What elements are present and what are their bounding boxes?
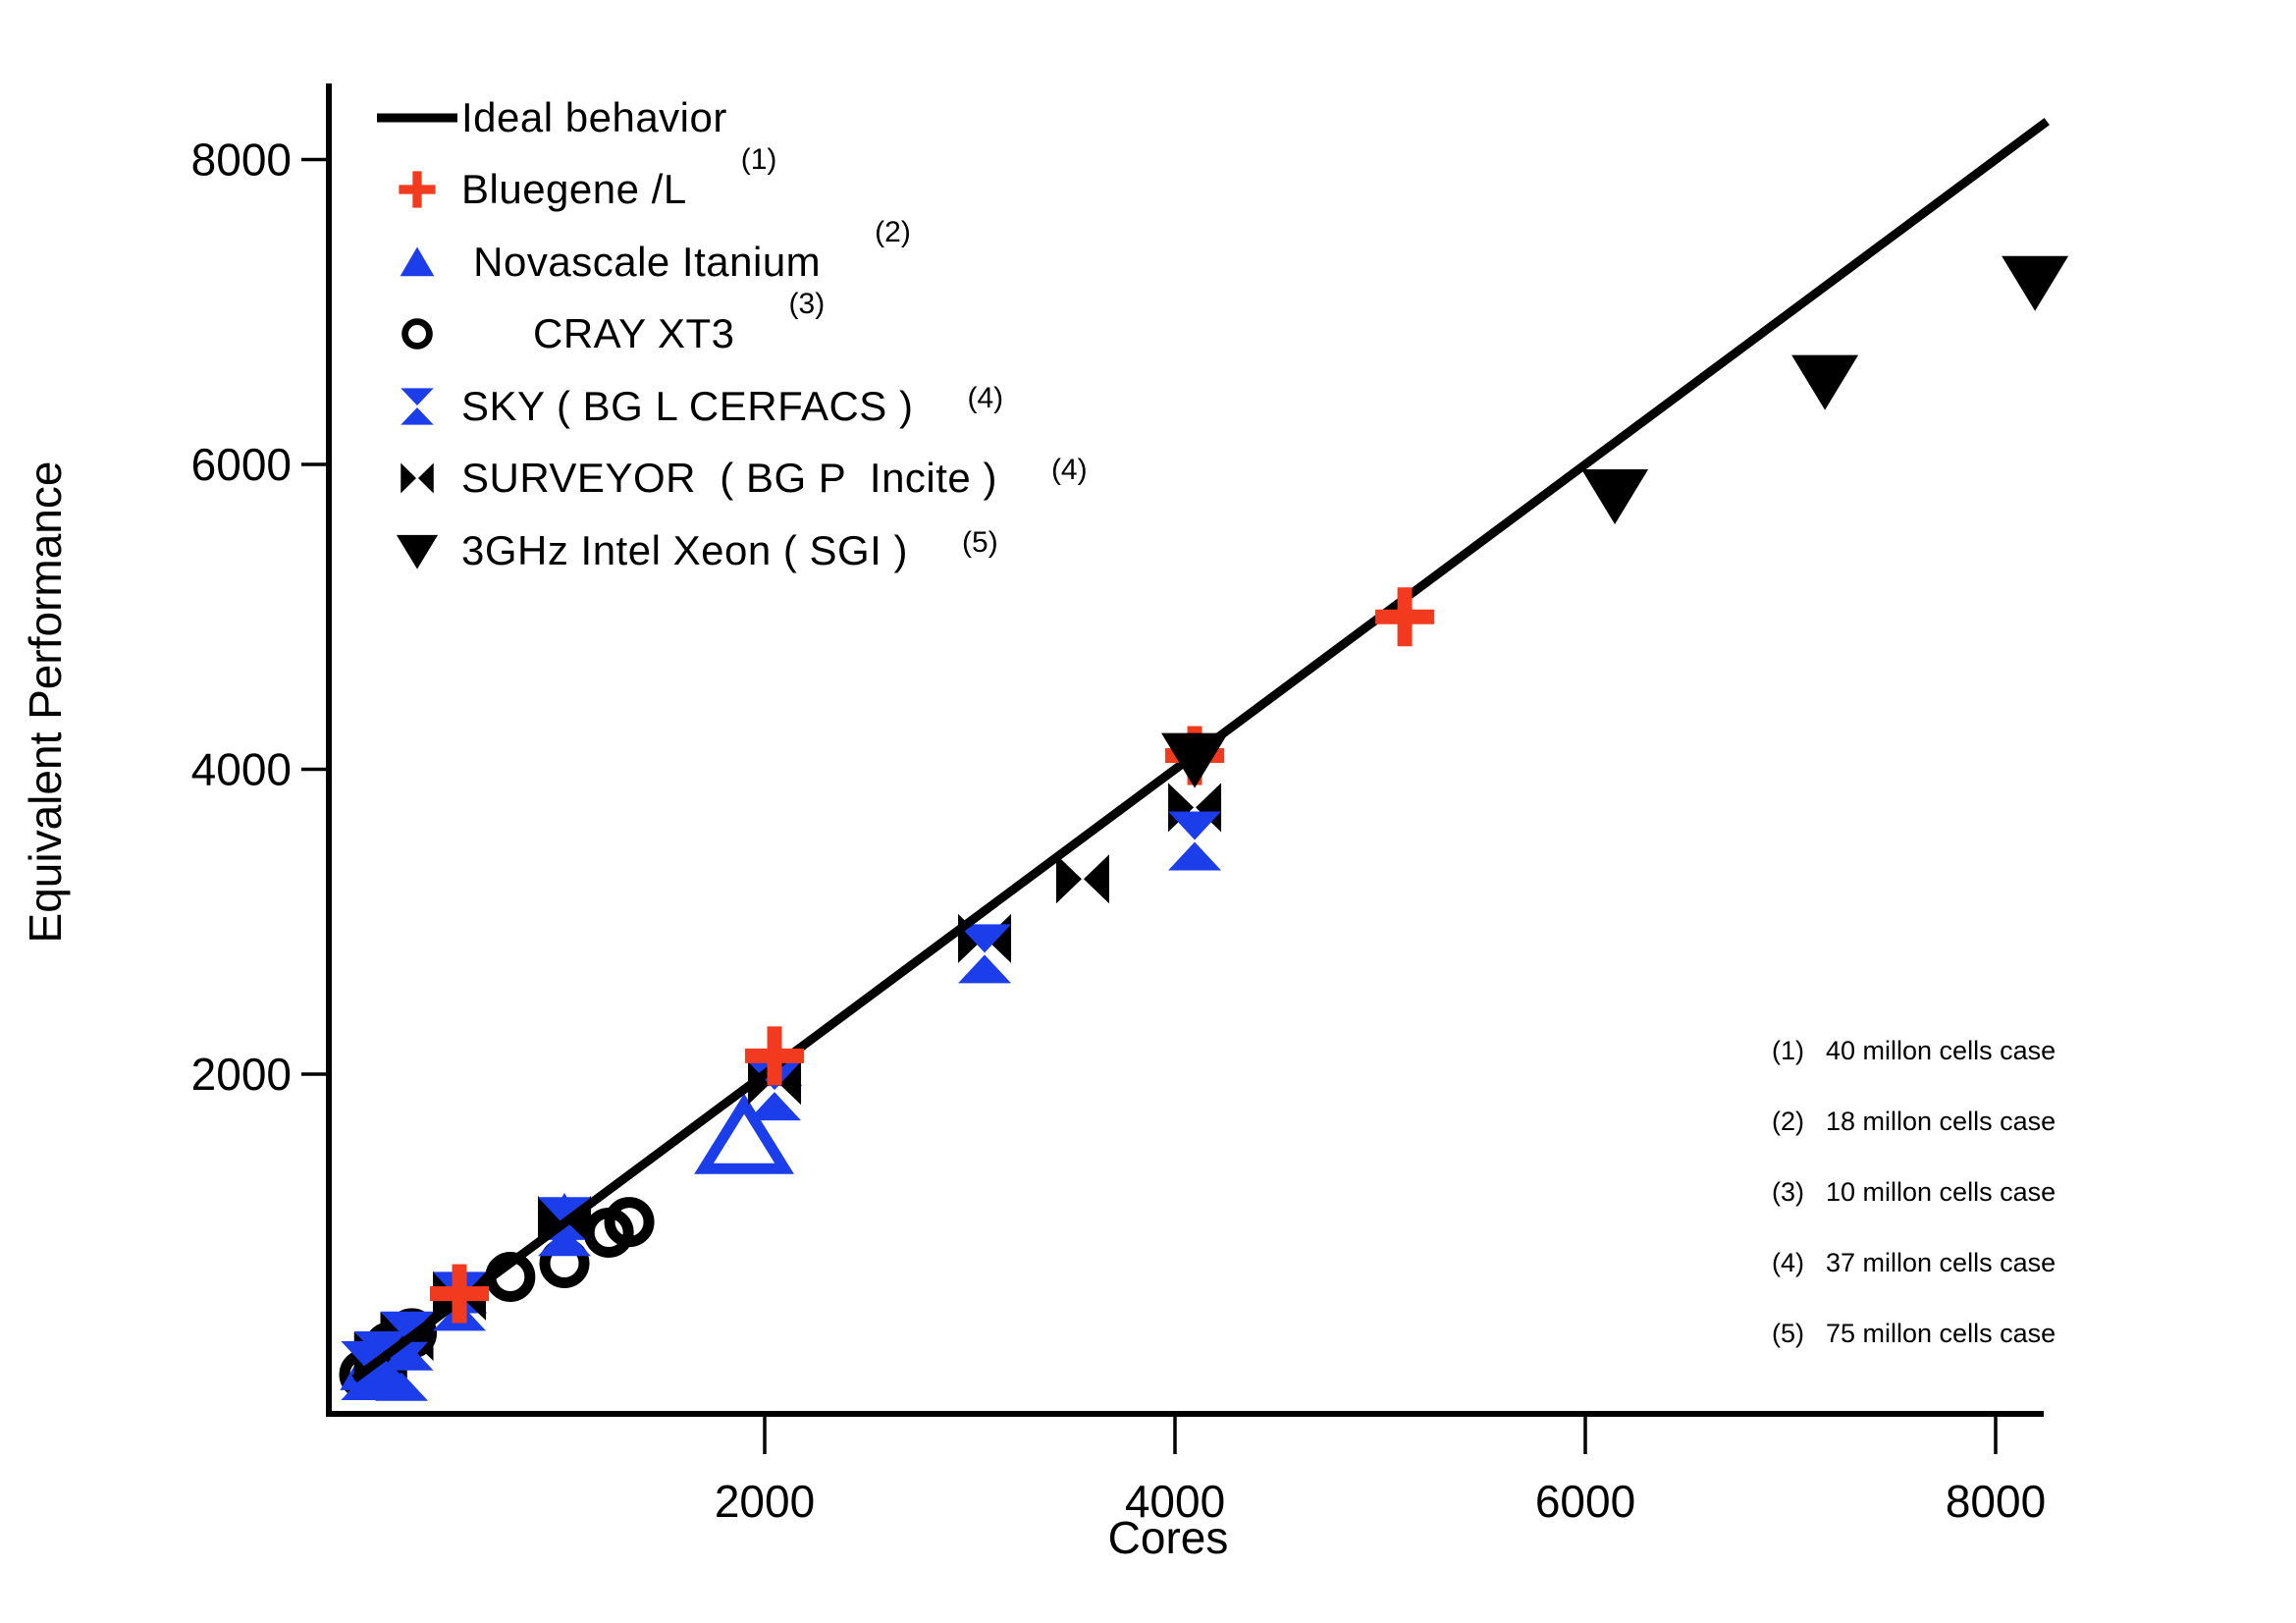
footnote-text: 10 millon cells case: [1826, 1176, 2056, 1207]
legend-marker-triangle-up: [400, 246, 435, 277]
footnote-5: (5) 75 millon cells case: [1772, 1298, 2056, 1369]
x-tick: [763, 1417, 767, 1454]
x-tick: [1583, 1417, 1587, 1454]
legend-label: SURVEYOR ( BG P Incite ): [461, 455, 997, 502]
footnote-label: (2): [1772, 1106, 1804, 1136]
data-markers: [339, 118, 2069, 1401]
marker-open-circle: [604, 1197, 655, 1248]
legend-footnote-ref: (1): [740, 143, 777, 177]
marker-bowtie: [958, 913, 1012, 963]
legend-marker-plus: [399, 171, 436, 208]
x-axis-line: [326, 1411, 2044, 1417]
footnote-label: (3): [1772, 1176, 1804, 1207]
footnote-text: 18 millon cells case: [1826, 1106, 2056, 1136]
x-axis-title: Cores: [1108, 1512, 1229, 1563]
marker-triangle-down: [1581, 469, 1649, 525]
legend-item-cray-xt3: CRAY XT3 (3): [373, 288, 1088, 371]
legend-marker-triangle-down: [396, 534, 439, 569]
legend-label: Bluegene /L: [461, 166, 687, 213]
footnote-text: 40 millon cells case: [1826, 1035, 2056, 1065]
legend: Ideal behavior Bluegene /L (1) Novascale I…: [373, 81, 1088, 587]
marker-hourglass: [538, 1197, 592, 1257]
footnote-label: (4): [1772, 1247, 1804, 1277]
footnote-4: (4) 37 millon cells case: [1772, 1227, 2056, 1298]
axis-text: Equivalent Performance Cores 2000 4000 600…: [20, 135, 2046, 1564]
y-tick-label: 6000: [191, 439, 292, 490]
marker-bowtie: [1055, 854, 1109, 904]
marker-bowtie: [400, 462, 434, 494]
x-tick: [1994, 1417, 1998, 1454]
legend-item-sky-bg-l-cerfacs: SKY ( BG L CERFACS ) (4): [373, 370, 1088, 443]
x-tick: [1173, 1417, 1177, 1454]
y-tick-label: 2000: [191, 1049, 292, 1100]
y-tick-label: 4000: [191, 744, 292, 795]
marker-plus: [745, 1026, 805, 1086]
legend-label: CRAY XT3: [461, 310, 735, 357]
legend-item-3ghz-intel-xeon-sgi: 3GHz Intel Xeon ( SGI ) (5): [373, 514, 1088, 587]
legend-marker-open-circle: [401, 318, 433, 351]
y-tick: [301, 157, 329, 162]
y-tick-label: 8000: [191, 135, 292, 186]
y-tick: [301, 1072, 329, 1076]
legend-label: Novascale Itanium: [461, 238, 822, 285]
legend-marker-bowtie: [400, 462, 434, 494]
marker-plus: [1375, 587, 1435, 647]
marker-bowtie: [538, 1196, 592, 1246]
legend-footnote-ref: (2): [875, 215, 911, 248]
marker-hourglass: [400, 388, 434, 425]
footnote-label: (5): [1772, 1318, 1804, 1348]
footnote-text: 75 millon cells case: [1826, 1318, 2056, 1348]
marker-triangle-up: [400, 246, 435, 277]
marker-plus: [399, 171, 436, 208]
footnote-1: (1) 40 millon cells case: [1772, 1015, 2056, 1086]
marker-triangle-down: [396, 534, 439, 569]
footnote-3: (3) 10 millon cells case: [1772, 1157, 2056, 1227]
marker-hourglass: [958, 924, 1012, 984]
legend-item-surveyor-bg-p-incite: SURVEYOR ( BG P Incite ) (4): [373, 443, 1088, 515]
marker-hourglass: [1168, 811, 1222, 871]
legend-footnote-ref: (4): [967, 381, 1004, 414]
legend-footnote-ref: (5): [962, 525, 998, 559]
x-tick-label: 8000: [1946, 1476, 2046, 1527]
y-tick: [301, 767, 329, 772]
legend-footnote-ref: (4): [1050, 454, 1088, 487]
marker-hourglass: [380, 1311, 434, 1371]
footnote-2: (2) 18 millon cells case: [1772, 1086, 2056, 1157]
y-axis-title: Equivalent Performance: [20, 461, 71, 944]
footnote-text: 37 millon cells case: [1826, 1247, 2056, 1277]
y-axis-line: [326, 83, 332, 1417]
legend-label: 3GHz Intel Xeon ( SGI ): [461, 526, 909, 573]
marker-triangle-up-open: [694, 1093, 794, 1174]
footnote-label: (1): [1772, 1035, 1804, 1065]
marker-plus: [430, 1264, 490, 1324]
footnotes: (1) 40 millon cells case (2) 18 millon cell…: [1772, 1015, 2056, 1369]
legend-item-bluegene-l: Bluegene /L (1): [373, 143, 1088, 227]
legend-marker-hourglass: [400, 388, 434, 425]
x-tick-label: 4000: [1125, 1476, 1225, 1527]
marker-open-circle: [401, 318, 433, 351]
marker-line: [377, 113, 457, 123]
marker-triangle-down: [1161, 732, 1229, 788]
legend-item-ideal-behavior: Ideal behavior: [373, 81, 1088, 154]
legend-item-novascale-itanium: Novascale Itanium (2): [373, 216, 1088, 298]
legend-label: Ideal behavior: [461, 93, 727, 140]
legend-footnote-ref: (3): [788, 288, 826, 321]
marker-triangle-down: [1791, 354, 1859, 410]
axes: [301, 83, 2044, 1454]
y-tick: [301, 462, 329, 466]
marker-triangle-down: [2002, 255, 2069, 311]
x-tick-label: 2000: [715, 1476, 815, 1527]
marker-bowtie: [1168, 783, 1222, 833]
x-tick-label: 6000: [1535, 1476, 1635, 1527]
legend-marker-line: [377, 113, 457, 123]
legend-label: SKY ( BG L CERFACS ): [461, 382, 914, 429]
